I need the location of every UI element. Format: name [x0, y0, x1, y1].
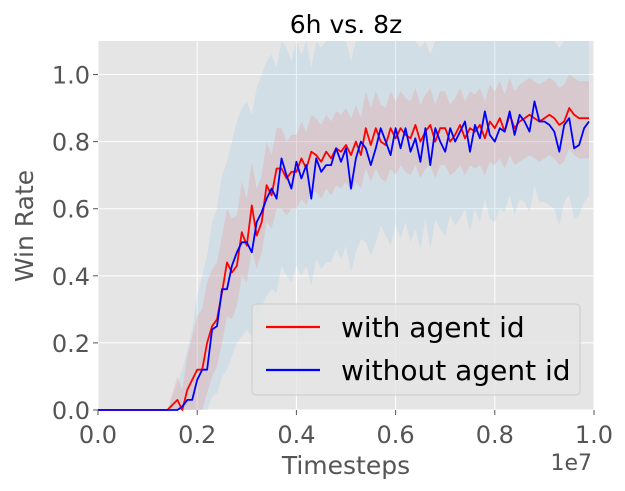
x-axis-ticks: 0.0 0.2 0.4 0.6 0.8 1.0 — [79, 410, 613, 449]
x-tick-label: 0.0 — [79, 421, 117, 449]
x-tick-label: 0.2 — [178, 421, 216, 449]
chart-title: 6h vs. 8z — [290, 10, 402, 39]
grid — [97, 41, 595, 411]
series-line-with-agent-id — [98, 107, 589, 411]
x-tick-label: 1.0 — [575, 421, 613, 449]
x-axis-label: Timesteps — [281, 451, 410, 480]
legend-label-with-agent-id: with agent id — [341, 311, 525, 344]
y-tick-label: 0.0 — [52, 397, 90, 425]
y-tick-label: 0.2 — [52, 330, 90, 358]
legend-label-without-agent-id: without agent id — [341, 354, 571, 387]
x-tick-label: 0.4 — [277, 421, 315, 449]
y-tick-label: 1.0 — [52, 62, 90, 90]
x-axis-offset-label: 1e7 — [550, 451, 592, 476]
x-tick-label: 0.8 — [476, 421, 514, 449]
y-axis-label: Win Rate — [10, 170, 39, 282]
y-tick-label: 0.6 — [52, 196, 90, 224]
band-with-agent-id — [98, 74, 589, 410]
legend-box — [251, 303, 581, 396]
x-tick-label: 0.6 — [377, 421, 415, 449]
legend: with agent id without agent id — [251, 303, 581, 396]
y-tick-label: 0.4 — [52, 263, 90, 291]
series-lines — [98, 100, 590, 411]
y-axis-ticks: 0.0 0.2 0.4 0.6 0.8 1.0 — [52, 62, 98, 425]
series-line-without-agent-id — [98, 100, 590, 411]
y-tick-label: 0.8 — [52, 129, 90, 157]
